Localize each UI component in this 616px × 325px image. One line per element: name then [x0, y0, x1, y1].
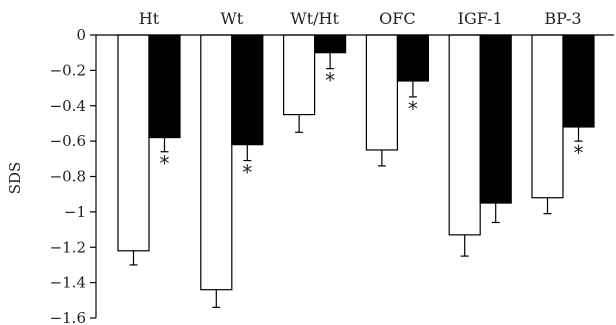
significance-marker: * — [160, 152, 170, 176]
bar — [365, 34, 398, 151]
significance-marker: * — [242, 161, 252, 185]
y-tick-label: −0.8 — [50, 168, 86, 186]
bar — [231, 34, 264, 146]
y-tick-label: −1.6 — [50, 309, 86, 325]
significance-marker: * — [574, 141, 584, 165]
bar — [283, 34, 316, 116]
category-label: IGF-1 — [458, 9, 503, 28]
bar — [396, 34, 429, 82]
category-label: Wt — [220, 9, 243, 28]
bar — [531, 34, 564, 199]
bar — [479, 34, 512, 204]
category-label: Ht — [139, 9, 160, 28]
y-tick-label: −0.2 — [50, 61, 86, 79]
y-axis-title: SDS — [6, 162, 24, 195]
category-label: BP-3 — [544, 9, 581, 28]
y-tick-label: −0.6 — [50, 132, 86, 150]
bar — [562, 34, 595, 128]
bar — [314, 34, 347, 54]
bar — [200, 34, 233, 291]
y-tick-label: −1 — [64, 203, 86, 221]
category-label: Wt/Ht — [290, 9, 339, 28]
bar — [148, 34, 181, 139]
category-label: OFC — [379, 9, 415, 28]
significance-marker: * — [408, 97, 418, 121]
bar — [117, 34, 150, 252]
bar — [448, 34, 481, 236]
y-tick-label: −0.4 — [50, 97, 86, 115]
y-tick-label: 0 — [76, 26, 86, 44]
y-tick-label: −1.2 — [50, 238, 86, 256]
significance-marker: * — [325, 69, 335, 93]
y-tick-label: −1.4 — [50, 274, 86, 292]
